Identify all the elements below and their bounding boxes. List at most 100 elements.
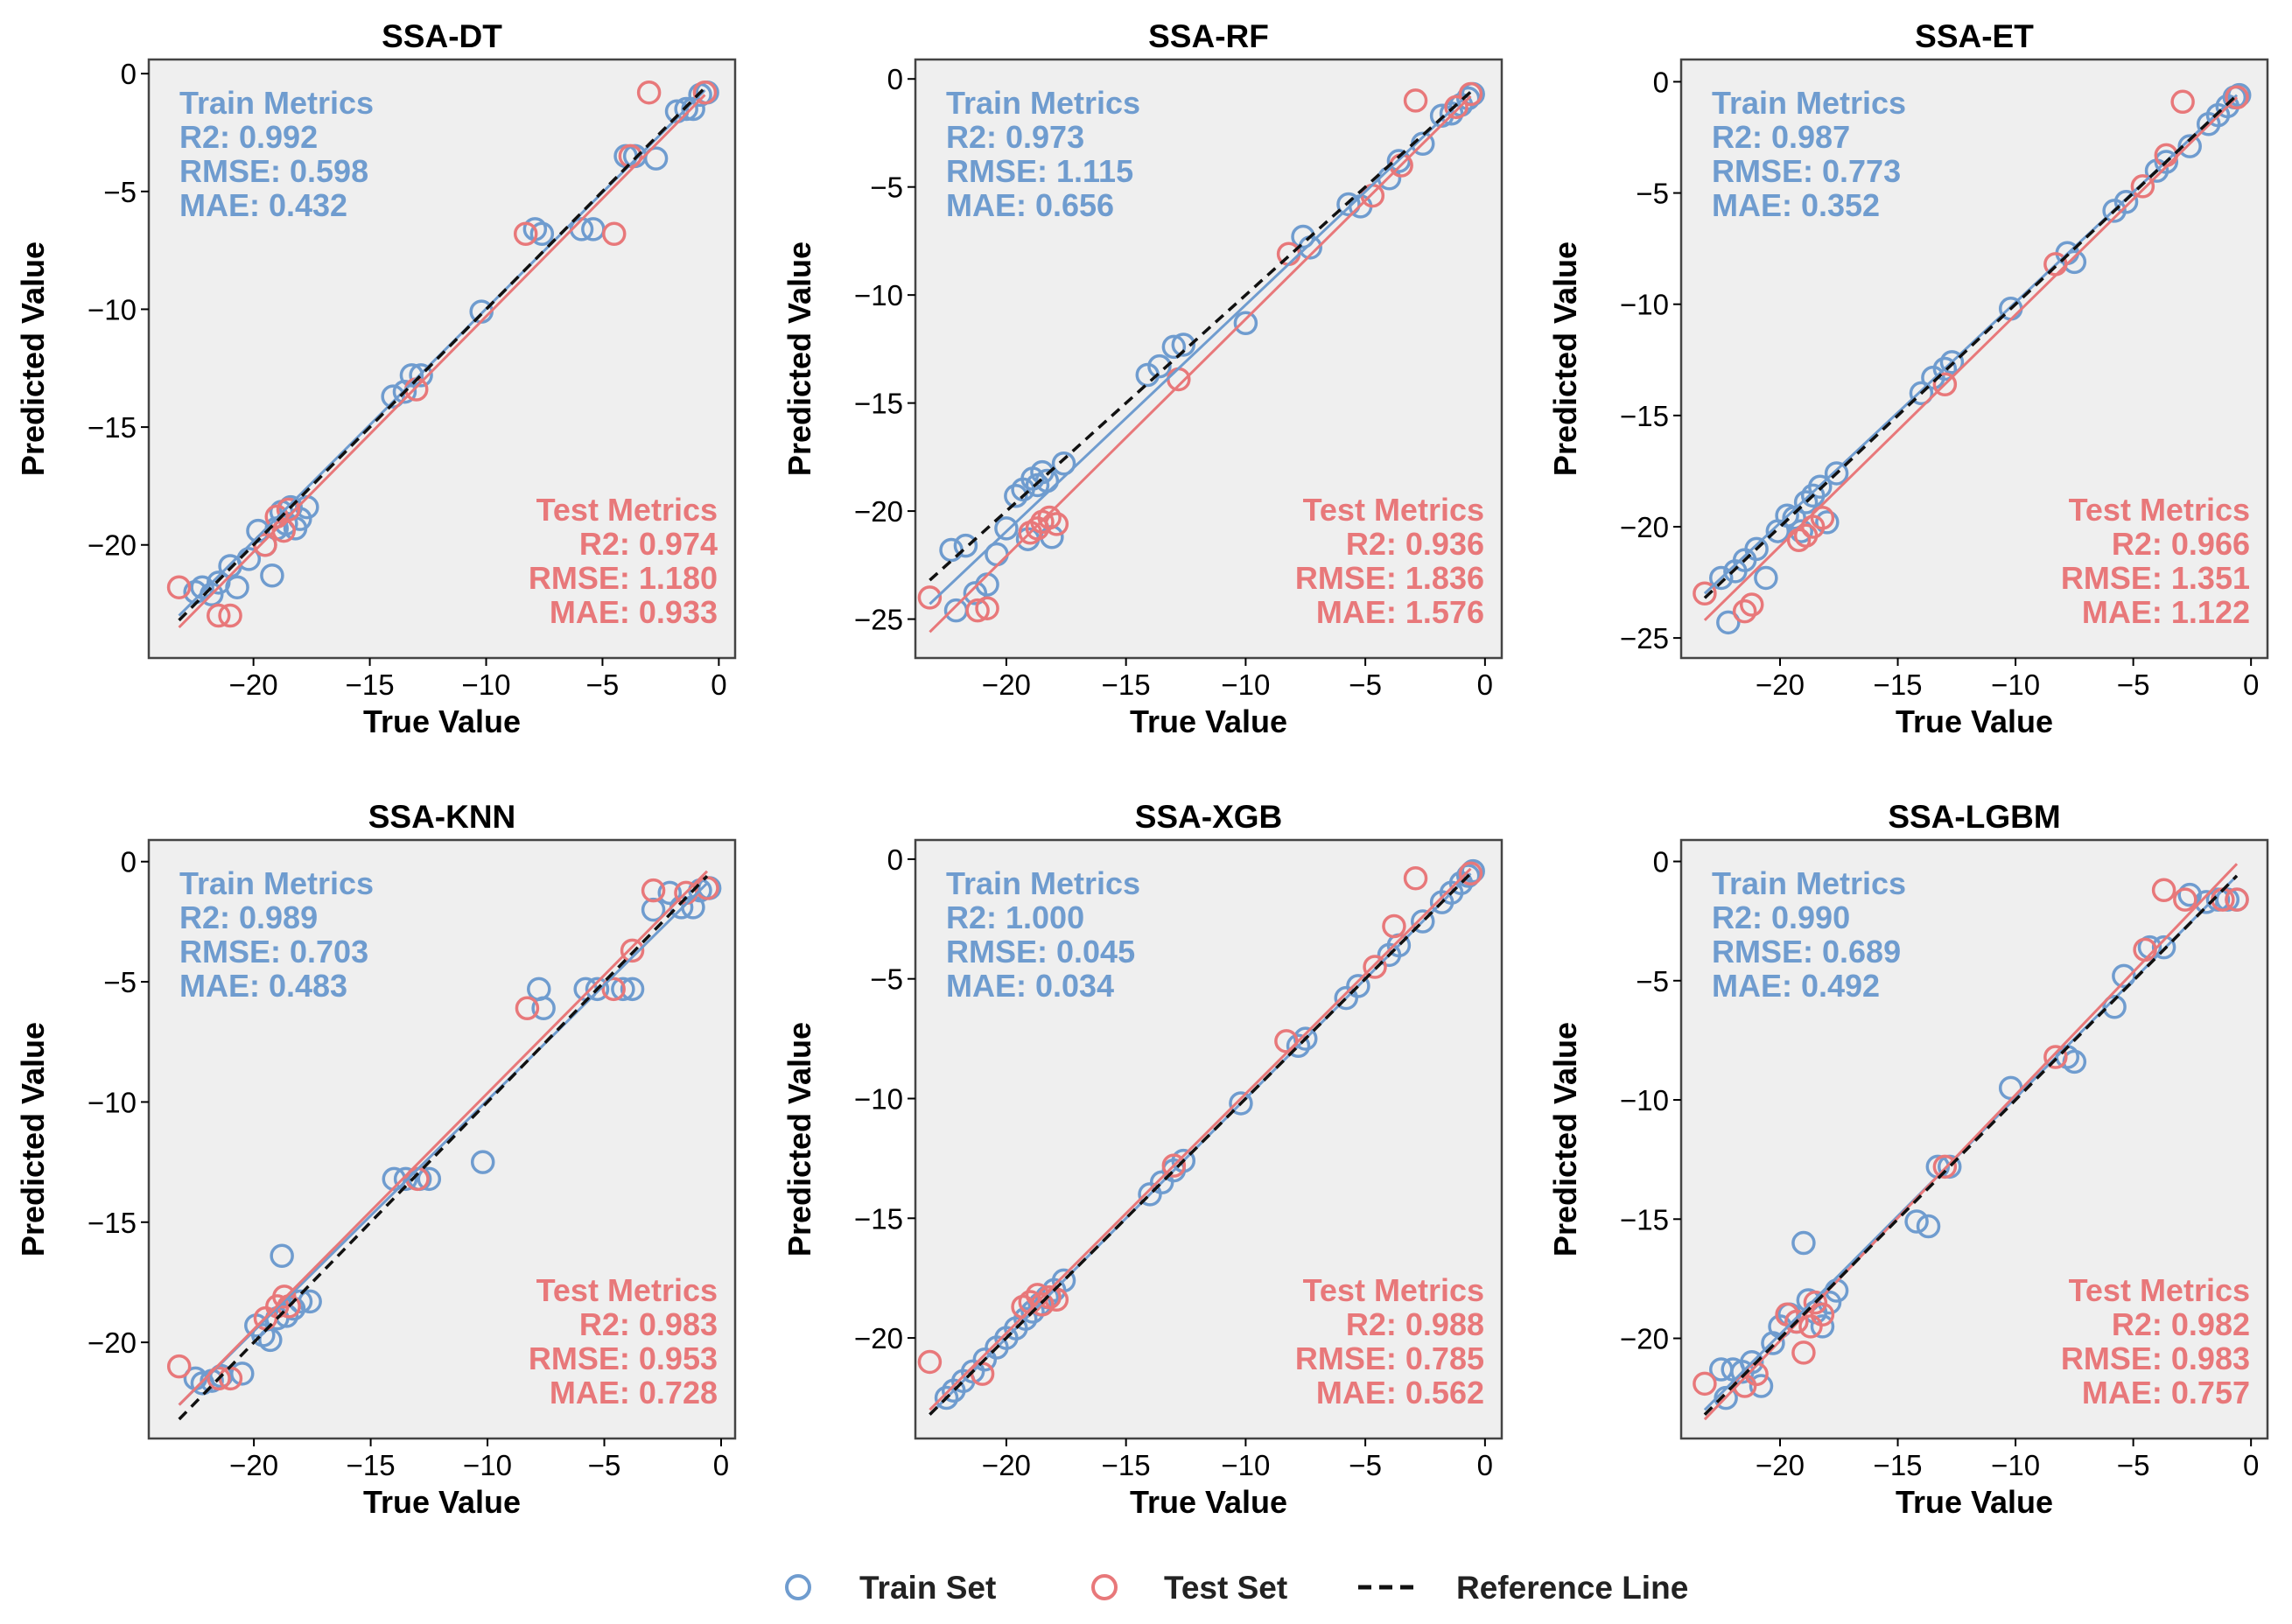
test-point [2170,89,2195,115]
test-metrics-line: MAE: 0.562 [1316,1375,1484,1410]
subplot-title: SSA-LGBM [1888,799,2060,835]
test-point [2151,878,2176,902]
test-point [1363,955,1387,979]
train-point [1744,536,1769,562]
train-point [1904,1209,1929,1234]
plot-frame [1679,58,2269,660]
train-point [270,1243,294,1268]
test-point [975,596,999,620]
subplot-title: SSA-DT [382,18,502,54]
x-tick-label: 0 [713,1449,729,1481]
test-fit-line [178,94,706,629]
x-tick-label: 0 [1477,1449,1493,1481]
train-point [1789,519,1813,543]
test-point [917,1349,943,1375]
legend-test-marker [1091,1574,1118,1600]
subplot-grid: −20 −15 −10 −5 0 0 −5 −10 −15 −20 SSA-DT True Value… [15,18,2269,1520]
train-point [1293,1026,1318,1051]
test-metrics-line: Test Metrics [1303,492,1484,528]
train-point [1815,510,1840,535]
subplot-title: SSA-RF [1148,18,1269,54]
y-axis-label: Predicted Value [782,242,817,476]
test-point [2225,887,2249,912]
train-point [1909,381,1934,406]
test-metrics-line: R2: 0.983 [579,1306,718,1342]
test-point [965,598,990,623]
train-point [393,1166,418,1192]
train-point [641,897,666,922]
x-tick-label: 0 [2243,668,2259,701]
train-point [1824,461,1849,486]
train-fit-line [929,90,1472,606]
x-axis-label: True Value [1896,1484,2053,1520]
train-point [2113,189,2139,214]
train-point [1171,332,1196,357]
train-point [1793,490,1819,514]
train-metrics-line: Train Metrics [179,865,374,901]
y-axis-label: Predicted Value [1547,242,1583,476]
train-point [1716,610,1741,635]
train-point [381,384,405,409]
train-point [643,146,669,171]
x-tick-label: −5 [586,668,620,701]
test-point [207,1366,231,1391]
y-tick-label: −5 [103,966,137,998]
x-axis-label: True Value [363,704,521,739]
test-metrics-line: RMSE: 1.180 [529,560,718,596]
y-tick-label: −10 [854,279,903,312]
train-point [620,976,645,1002]
test-point [917,585,943,610]
train-fit-line [178,882,709,1406]
x-tick-label: 0 [2243,1449,2259,1481]
plot-frame [147,838,737,1440]
test-metrics-line: MAE: 0.728 [550,1375,718,1410]
train-metrics-line: MAE: 0.034 [946,968,1114,1004]
x-tick-label: −5 [1349,1449,1382,1481]
y-tick-label: −10 [854,1082,903,1115]
test-point [1693,581,1717,606]
train-point [1817,1290,1842,1315]
train-point [1461,858,1485,884]
x-tick-label: −5 [2117,1449,2150,1481]
x-tick-label: −5 [1349,668,1382,701]
test-metrics-line: Test Metrics [1303,1272,1484,1308]
train-point [1916,1214,1941,1239]
train-metrics-line: RMSE: 0.045 [946,934,1135,970]
train-point [2151,934,2176,960]
test-point [166,575,192,599]
train-metrics-line: R2: 0.990 [1712,900,1850,935]
train-point [611,976,635,1002]
train-point [994,516,1019,541]
y-tick-label: −5 [870,172,903,204]
test-point [1932,372,1958,396]
train-point [1138,1182,1162,1207]
plot-content [1693,863,2249,1421]
test-point [601,221,627,247]
x-tick-label: 0 [1477,668,1493,701]
train-point [1739,1350,1764,1375]
test-metrics-line: RMSE: 0.983 [2061,1340,2250,1376]
test-metrics-line: MAE: 0.933 [550,594,718,630]
test-point [515,996,540,1021]
train-metrics-line: Train Metrics [946,865,1140,901]
train-point [1939,350,1965,374]
test-fit-line [1703,96,2239,621]
train-point [2154,150,2179,174]
train-point [1013,1306,1038,1331]
train-metrics-line: MAE: 0.432 [179,187,347,223]
train-point [1004,484,1028,508]
test-point [1444,94,1468,120]
test-metrics-line: MAE: 0.757 [2082,1375,2250,1410]
train-point [1147,354,1172,379]
plot-frame [914,838,1503,1440]
train-point [399,363,424,388]
y-tick-label: 0 [121,58,137,90]
subplot-title: SSA-KNN [368,799,516,835]
test-metrics-line: R2: 0.974 [579,526,718,562]
train-metrics-line: RMSE: 1.115 [946,153,1133,189]
x-tick-label: −10 [1991,668,2040,701]
test-metrics-line: Test Metrics [536,492,718,528]
reference-line [929,872,1472,1416]
y-axis-label: Predicted Value [15,242,51,476]
reference-line [178,87,706,622]
